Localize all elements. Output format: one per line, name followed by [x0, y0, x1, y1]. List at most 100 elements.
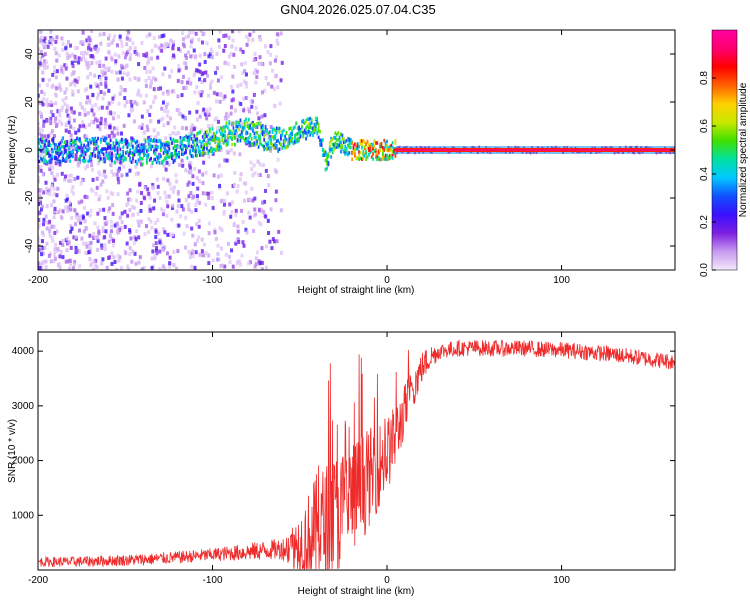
heatmap-cell — [126, 141, 129, 145]
heatmap-cell — [137, 151, 140, 156]
heatmap-cell — [257, 259, 261, 264]
heatmap-cell — [231, 30, 235, 34]
heatmap-cell — [233, 170, 237, 175]
heatmap-cell — [100, 69, 104, 74]
colorbar-gradient — [711, 29, 738, 271]
heatmap-cell — [205, 191, 209, 196]
heatmap-cell — [58, 162, 62, 167]
heatmap-cell — [194, 31, 198, 36]
heatmap-cell — [331, 137, 334, 142]
heatmap-cell — [254, 142, 257, 147]
heatmap-cell — [69, 82, 73, 87]
heatmap-cell — [278, 147, 281, 152]
heatmap-cell — [87, 159, 90, 164]
heatmap-cell — [123, 209, 127, 214]
heatmap-cell — [94, 191, 98, 196]
heatmap-cell — [200, 253, 204, 258]
heatmap-cell — [213, 136, 215, 140]
heatmap-cell — [317, 129, 320, 133]
heatmap-cell — [139, 149, 141, 153]
heatmap-cell — [261, 127, 264, 131]
heatmap-cell — [70, 215, 74, 220]
heatmap-cell — [159, 86, 163, 91]
heatmap-cell — [163, 108, 167, 113]
heatmap-cell — [119, 139, 122, 144]
heatmap-cell — [46, 151, 49, 156]
heatmap-cell — [103, 169, 107, 174]
heatmap-cell — [81, 120, 85, 125]
heatmap-cell — [172, 154, 175, 158]
heatmap-cell — [288, 136, 291, 140]
heatmap-cell — [78, 111, 82, 116]
heatmap-cell — [77, 128, 81, 133]
heatmap-cell — [149, 219, 153, 224]
heatmap-cell — [87, 148, 90, 152]
heatmap-cell — [164, 195, 168, 200]
heatmap-cell — [103, 71, 107, 76]
heatmap-cell — [168, 148, 171, 152]
heatmap-cell — [236, 124, 239, 129]
heatmap-cell — [388, 154, 391, 158]
heatmap-cell — [198, 252, 202, 257]
heatmap-cell — [239, 208, 243, 213]
heatmap-cell — [110, 251, 114, 256]
heatmap-cell — [111, 100, 115, 105]
heatmap-cell — [158, 161, 161, 165]
heatmap-cell — [218, 144, 221, 148]
heatmap-cell — [79, 181, 83, 186]
heatmap-cell — [122, 153, 125, 157]
heatmap-cell — [52, 136, 55, 141]
heatmap-cell — [224, 134, 226, 138]
heatmap-cell — [118, 91, 122, 96]
heatmap-cell — [74, 138, 77, 143]
heatmap-cell — [136, 145, 139, 149]
colorbar: 0.00.20.40.60.8 Normalized spectral ampl… — [699, 29, 749, 277]
heatmap-cell — [201, 109, 205, 114]
heatmap-cell — [150, 225, 154, 230]
heatmap-cell — [67, 151, 70, 155]
heatmap-cell — [273, 103, 277, 108]
heatmap-cell — [38, 239, 40, 244]
heatmap-cell — [285, 145, 288, 150]
heatmap-cell — [220, 246, 224, 251]
heatmap-cell — [359, 138, 362, 143]
heatmap-cell — [264, 129, 267, 133]
heatmap-cell — [180, 93, 184, 98]
heatmap-cell — [128, 46, 132, 51]
heatmap-cell — [127, 48, 131, 53]
heatmap-cell — [177, 111, 181, 116]
heatmap-cell — [219, 199, 223, 204]
heatmap-cell — [194, 135, 197, 140]
heatmap-cell — [197, 145, 200, 149]
heatmap-cell — [112, 126, 116, 131]
heatmap-cell — [253, 141, 256, 145]
heatmap-cell — [73, 54, 77, 59]
heatmap-cell — [70, 138, 73, 143]
heatmap-cell — [344, 144, 347, 149]
heatmap-cell — [56, 149, 59, 154]
heatmap-cell — [245, 42, 249, 47]
heatmap-cell — [58, 208, 62, 213]
heatmap-cell — [154, 248, 158, 253]
heatmap-cell — [103, 247, 107, 252]
heatmap-cell — [341, 133, 344, 138]
heatmap-cell — [39, 246, 43, 251]
heatmap-cell — [376, 155, 379, 160]
heatmap-cell — [102, 31, 106, 36]
heatmap-cell — [274, 169, 278, 174]
heatmap-cell — [202, 242, 206, 247]
heatmap-cell — [41, 157, 44, 162]
heatmap-cell — [147, 216, 151, 221]
heatmap-cell — [191, 195, 195, 200]
heatmap-cell — [305, 126, 307, 130]
heatmap-cell — [80, 149, 83, 153]
heatmap-cell — [66, 140, 69, 144]
heatmap-cell — [80, 199, 84, 204]
heatmap-cell — [201, 151, 204, 155]
heatmap-cell — [103, 117, 107, 122]
heatmap-cell — [137, 91, 141, 96]
heatmap-cell — [172, 249, 176, 254]
heatmap-cell — [84, 151, 87, 155]
heatmap-cell — [254, 105, 258, 110]
heatmap-cell — [65, 87, 69, 92]
